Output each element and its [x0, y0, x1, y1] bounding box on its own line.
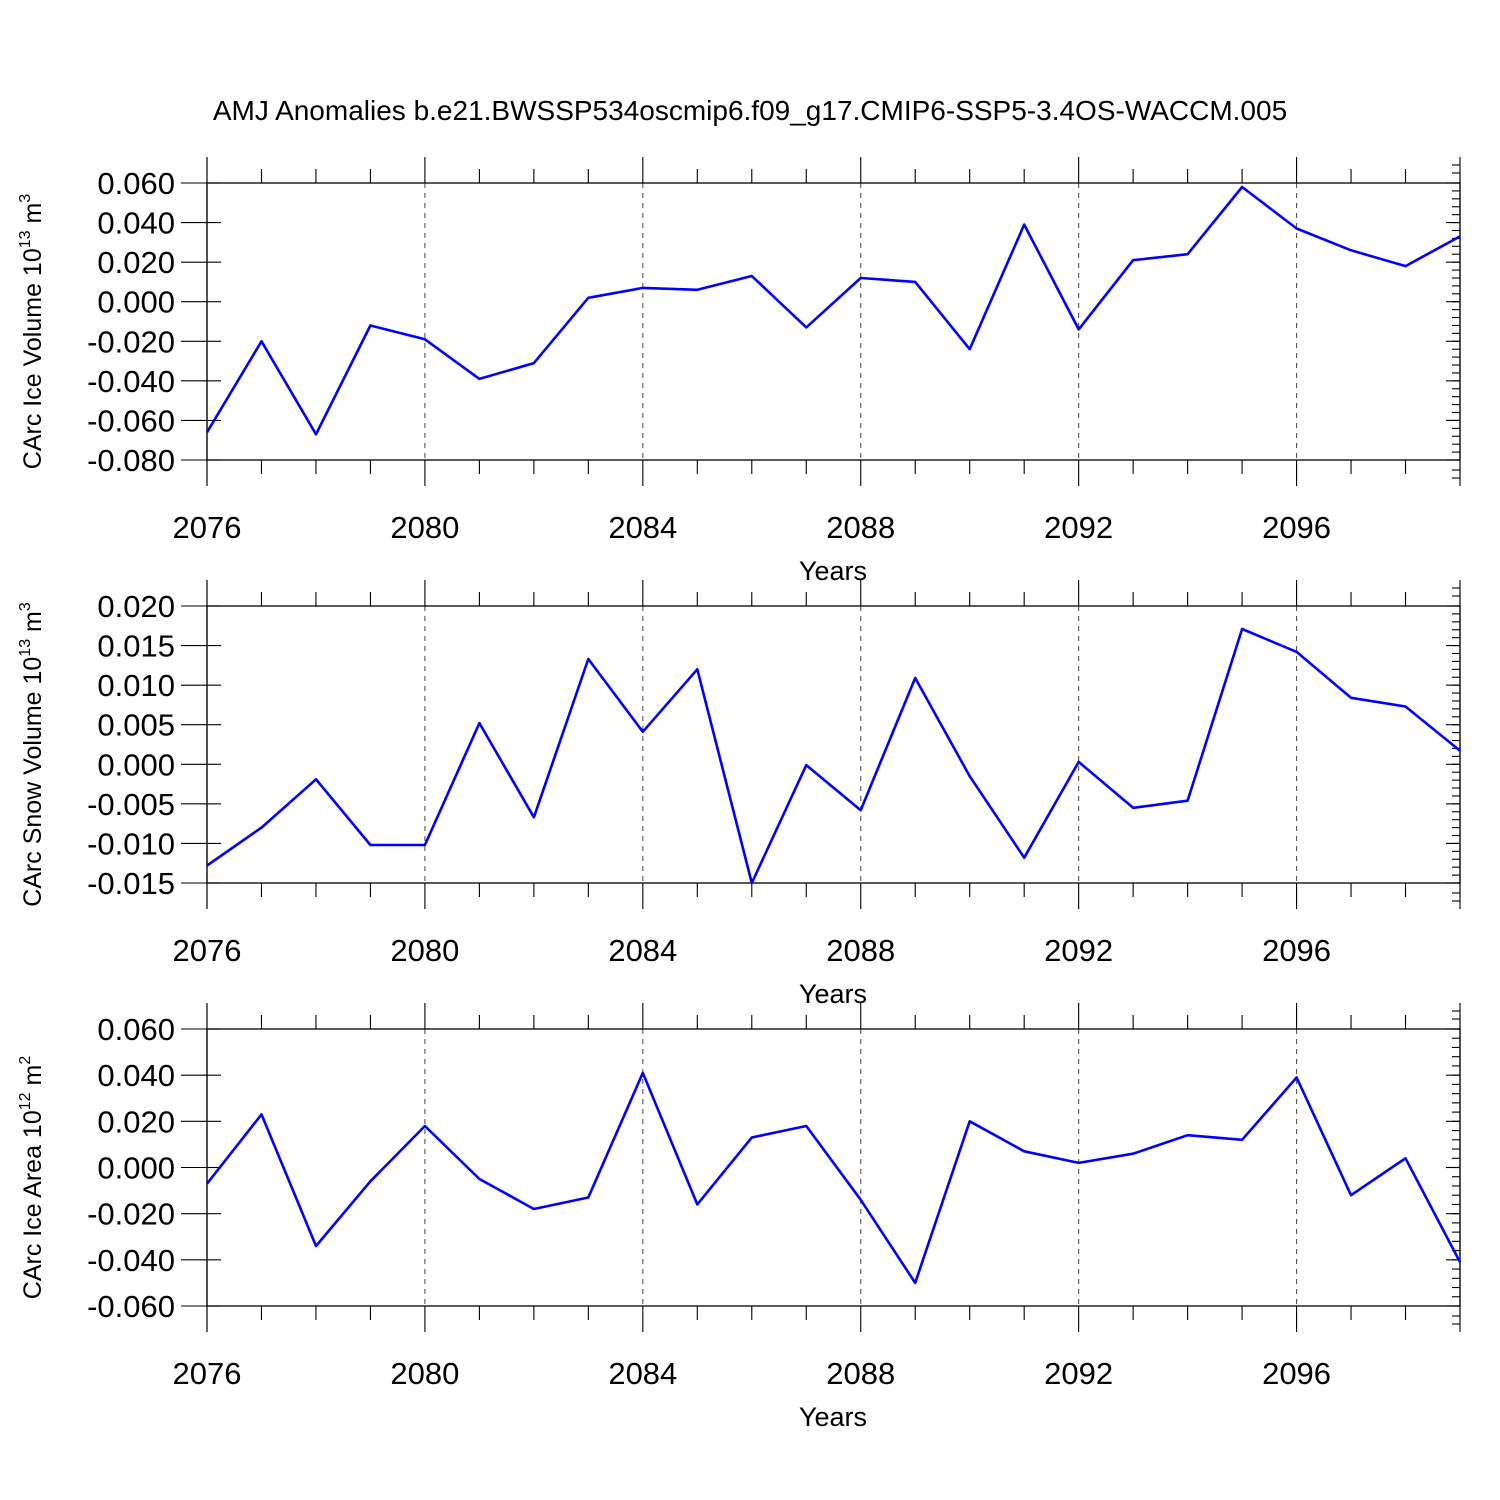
x-tick-label: 2096 [1262, 933, 1331, 968]
x-tick-label: 2080 [390, 1356, 459, 1391]
chart-panel-2: 0.020 0.015 0.010 0.005 0.000 -0.005 -0.010 -0.… [17, 580, 1461, 1009]
x-tick-label: 2096 [1262, 1356, 1331, 1391]
x-tick-label: 2076 [173, 510, 242, 545]
y-tick-label: 0.020 [97, 589, 175, 624]
y-tick-label: 0.060 [97, 166, 175, 201]
plot-frame [206, 1028, 1461, 1307]
y-tick-label: 0.000 [97, 1151, 175, 1186]
y-tick-label: 0.005 [97, 708, 175, 743]
chart-panel-1: 0.060 0.040 0.020 0.000 -0.020 -0.040 -0.060 -0… [17, 157, 1461, 586]
y-tick-label: 0.015 [97, 629, 175, 664]
x-tick-label: 2092 [1044, 1356, 1113, 1391]
x-tick-label: 2088 [826, 933, 895, 968]
y-tick-label: -0.080 [87, 443, 175, 478]
series-line [206, 627, 1461, 885]
chart-panel-3: 0.060 0.040 0.020 0.000 -0.020 -0.040 -0.060 20… [17, 1003, 1462, 1432]
x-axis-label: Years [799, 556, 867, 586]
y-tick-label: -0.020 [87, 1197, 175, 1232]
y-axis-label: CArc Ice Volume 1013 m3 [17, 194, 47, 470]
y-tick-label: 0.000 [97, 285, 175, 320]
plot-frame [206, 605, 1461, 884]
y-tick-label: -0.010 [87, 826, 175, 861]
plot-frame [206, 182, 1461, 461]
series-line [205, 185, 1461, 436]
y-axis-label: CArc Snow Volume 1013 m3 [17, 602, 47, 907]
y-tick-label: -0.060 [87, 1289, 175, 1324]
x-tick-label: 2088 [826, 1356, 895, 1391]
x-tick-label: 2084 [608, 1356, 677, 1391]
y-tick-label: -0.015 [87, 866, 175, 901]
y-tick-label: -0.040 [87, 1243, 175, 1278]
y-tick-label: 0.020 [97, 1104, 175, 1139]
y-tick-label: 0.040 [97, 1058, 175, 1093]
x-tick-label: 2076 [173, 933, 242, 968]
y-tick-label: 0.010 [97, 668, 175, 703]
y-tick-label: -0.060 [87, 403, 175, 438]
x-tick-label: 2080 [390, 510, 459, 545]
series-line [205, 1071, 1462, 1285]
x-tick-label: 2084 [608, 510, 677, 545]
x-axis-label: Years [799, 979, 867, 1009]
x-tick-label: 2096 [1262, 510, 1331, 545]
x-tick-label: 2084 [608, 933, 677, 968]
y-tick-label: 0.000 [97, 747, 175, 782]
x-tick-label: 2088 [826, 510, 895, 545]
x-tick-label: 2076 [173, 1356, 242, 1391]
panels-group: 0.060 0.040 0.020 0.000 -0.020 -0.040 -0.060 -0… [17, 157, 1462, 1432]
y-tick-label: -0.040 [87, 364, 175, 399]
x-axis-label: Years [799, 1402, 867, 1432]
y-tick-label: 0.040 [97, 206, 175, 241]
y-tick-label: -0.005 [87, 787, 175, 822]
chart-title: AMJ Anomalies b.e21.BWSSP534oscmip6.f09_… [213, 95, 1287, 126]
y-axis-label: CArc Ice Area 1012 m2 [17, 1056, 47, 1300]
x-tick-label: 2080 [390, 933, 459, 968]
x-tick-label: 2092 [1044, 510, 1113, 545]
x-tick-label: 2092 [1044, 933, 1113, 968]
y-tick-label: -0.020 [87, 324, 175, 359]
y-tick-label: 0.020 [97, 245, 175, 280]
y-tick-label: 0.060 [97, 1012, 175, 1047]
